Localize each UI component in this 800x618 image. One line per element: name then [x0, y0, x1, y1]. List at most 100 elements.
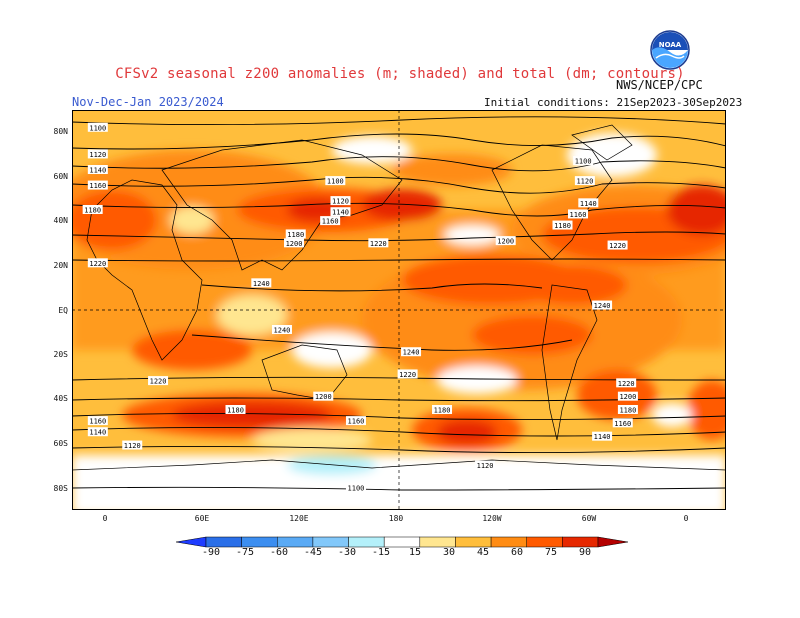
- colorbar-arrow-low: [176, 536, 207, 548]
- contour-label-box: [495, 236, 516, 246]
- contour-label-text: 1240: [403, 349, 420, 357]
- contour-label: 1220: [397, 369, 418, 379]
- coastlines: [72, 124, 726, 471]
- contour-label-box: [578, 198, 599, 208]
- colorbar-segment: [312, 536, 349, 548]
- greenland-outline: [571, 124, 633, 161]
- contour-label-box: [616, 378, 637, 388]
- contour-label: 1200: [495, 236, 516, 246]
- contour-label: 1240: [401, 347, 422, 357]
- contour-label: 1180: [432, 405, 453, 415]
- contour-label-box: [325, 176, 346, 186]
- contour-label-box: [612, 418, 633, 428]
- contour-label-text: 1180: [554, 222, 571, 230]
- contour-label-box: [567, 209, 588, 219]
- contour-label: 1140: [87, 165, 108, 175]
- lon-label-120w: 120W: [482, 514, 502, 523]
- lon-label-0: 0: [102, 514, 108, 523]
- contour-label-box: [345, 482, 366, 492]
- antarctica-outline: [72, 459, 726, 471]
- contour-label-box: [330, 207, 351, 217]
- contour-label-text: 1160: [348, 418, 365, 426]
- contour-label: 1100: [87, 122, 108, 132]
- contour-label-text: 1120: [89, 151, 106, 159]
- contour-label-box: [397, 369, 418, 379]
- colorbar-segment: [419, 536, 456, 548]
- contour-label-text: 1220: [150, 378, 167, 386]
- contour-label: 1120: [574, 176, 595, 186]
- contour-label-text: 1100: [575, 158, 592, 166]
- contour-label: 1160: [87, 180, 108, 190]
- contour-label-text: 1100: [89, 124, 106, 132]
- colorbar-label-45: 45: [476, 547, 490, 558]
- colorbar-segment: [277, 536, 314, 548]
- contour-label-text: 1180: [84, 207, 101, 215]
- contour-label: 1220: [148, 376, 169, 386]
- lon-label-60w: 60W: [581, 514, 597, 523]
- contour-label: 1120: [475, 460, 496, 470]
- contour-label: 1200: [617, 391, 638, 401]
- map-frame: [72, 110, 726, 510]
- contour-label-text: 1120: [576, 178, 593, 186]
- contour-label-box: [617, 391, 638, 401]
- colorbar-label-75: 75: [544, 547, 558, 558]
- contour-label-text: 1220: [609, 242, 626, 250]
- asia-outline: [161, 139, 403, 271]
- contour-label-text: 1220: [370, 240, 387, 248]
- contour-label-box: [87, 416, 108, 426]
- contour-label-text: 1140: [332, 209, 349, 217]
- contour-label-text: 1240: [253, 280, 270, 288]
- lat-label-80n: 80N: [53, 127, 68, 136]
- contour-label-text: 1100: [327, 178, 344, 186]
- colorbar-label-m45: -45: [303, 547, 323, 558]
- colorbar-label-m90: -90: [201, 547, 221, 558]
- contour-label: 1120: [330, 196, 351, 206]
- agency-label: NWS/NCEP/CPC: [616, 78, 703, 92]
- australia-outline: [261, 344, 348, 401]
- contour-label-text: 1220: [618, 380, 635, 388]
- contour-label-text: 1200: [286, 240, 303, 248]
- contour-label-box: [345, 416, 366, 426]
- contour-label-box: [320, 216, 341, 226]
- colorbar: [176, 536, 628, 548]
- contour-label: 1220: [87, 258, 108, 268]
- initial-conditions: Initial conditions: 21Sep2023-30Sep2023: [484, 96, 743, 109]
- contour-label: 1100: [345, 482, 366, 492]
- contour-label-box: [87, 258, 108, 268]
- contour-label: 1120: [122, 440, 143, 450]
- colorbar-segment: [490, 536, 527, 548]
- contour-label-box: [432, 405, 453, 414]
- contour-label-box: [122, 440, 143, 450]
- colorbar-segment: [241, 536, 278, 548]
- contour-label: 1180: [617, 405, 638, 415]
- contour-label: 1160: [87, 416, 108, 426]
- contour-label-box: [284, 238, 305, 248]
- contour-label-text: 1160: [89, 418, 106, 426]
- contour-label-text: 1180: [434, 407, 451, 415]
- contour-label-box: [592, 431, 613, 441]
- colorbar-segment: [562, 536, 599, 548]
- contour-label: 1140: [330, 207, 351, 217]
- colorbar-segment: [526, 536, 563, 548]
- contour-label: 1240: [251, 278, 272, 288]
- contour-label-box: [148, 376, 169, 386]
- contour-label: 1120: [87, 149, 108, 159]
- colorbar-label-90: 90: [578, 547, 592, 558]
- contour-label-text: 1160: [322, 218, 339, 226]
- lat-label-40n: 40N: [53, 216, 68, 225]
- height-contours: [72, 116, 726, 491]
- contour-label-text: 1220: [399, 371, 416, 379]
- contour-label: 1240: [271, 325, 292, 335]
- contour-label-box: [87, 427, 108, 437]
- contour-label: 1160: [567, 209, 588, 219]
- colorbar-label-30: 30: [442, 547, 456, 558]
- colorbar-label-m30: -30: [337, 547, 357, 558]
- contour-label-box: [285, 229, 306, 239]
- contour-label-box: [87, 180, 108, 190]
- south-america-outline: [541, 284, 598, 441]
- contour-label: 1140: [592, 431, 613, 441]
- lat-label-60n: 60N: [53, 172, 68, 181]
- contour-label-text: 1120: [124, 442, 141, 450]
- contour-label: 1240: [592, 300, 613, 310]
- contour-label-box: [574, 176, 595, 186]
